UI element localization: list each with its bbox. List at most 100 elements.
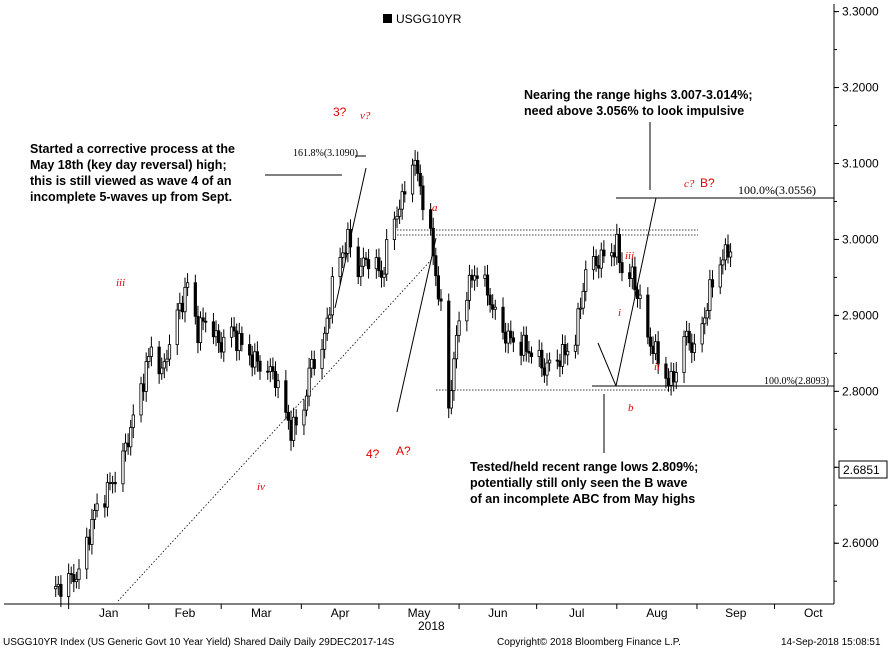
wave-label-v: v? — [360, 110, 371, 122]
candle-body — [718, 264, 722, 288]
candle-body — [377, 257, 381, 272]
candle-body — [346, 229, 350, 254]
candle-body — [113, 481, 117, 485]
candle-body — [341, 252, 345, 258]
candle-body — [656, 341, 660, 365]
candle-body — [129, 427, 133, 448]
candle-body — [121, 450, 125, 485]
candle-body — [356, 246, 360, 278]
candle-body — [286, 411, 291, 421]
candle-body — [728, 251, 733, 258]
candle-body — [320, 348, 324, 369]
candle-body — [524, 334, 528, 352]
y-tick-label: 3.2000 — [842, 81, 879, 95]
candle-body — [175, 309, 179, 346]
candle-body — [110, 481, 115, 484]
candle-body — [669, 371, 673, 386]
candle-body — [584, 269, 588, 292]
candle-body — [635, 289, 640, 299]
candle-body — [558, 360, 562, 367]
candle-body — [268, 366, 272, 372]
wave-line-b-down — [597, 342, 617, 387]
legend-text: USGG10YR — [396, 12, 462, 26]
candle-body — [85, 536, 89, 570]
candle-body — [537, 349, 541, 357]
wave-label-c: c? — [684, 178, 695, 190]
candle-body — [201, 317, 205, 322]
candle-body — [240, 333, 244, 345]
candle-body — [366, 259, 371, 270]
candle-body — [90, 519, 94, 545]
candle-body — [211, 321, 216, 338]
candle-body — [162, 361, 166, 369]
candle-body — [690, 342, 694, 353]
candle-body — [126, 442, 130, 448]
last-value-label: 2.6851 — [843, 463, 880, 477]
candle-body — [266, 370, 270, 373]
note-bottom-right-line-1: Tested/held recent range lows 2.809%; — [470, 460, 698, 474]
x-tick-label: Aug — [646, 606, 667, 620]
note-bottom-right-line-2: potentially still only seen the B wave — [470, 476, 687, 490]
candle-body — [573, 344, 578, 352]
candle-body — [77, 568, 81, 580]
fib-top-label: 161.8%(3.1090) — [293, 148, 358, 159]
candle-body — [325, 317, 329, 334]
candle-body — [687, 330, 691, 344]
candle-body — [323, 332, 327, 350]
note-bottom-right-line-3: of an incomplete ABC from May highs — [470, 492, 695, 506]
candle-body — [591, 256, 596, 271]
candle-body — [310, 359, 314, 369]
candle-body — [87, 536, 91, 545]
candle-body — [504, 331, 508, 344]
candle-body — [488, 294, 492, 306]
candle-body — [646, 294, 650, 338]
candle-body — [398, 208, 402, 217]
candle-body — [602, 249, 606, 257]
candle-body — [67, 573, 71, 597]
candle-body — [449, 390, 453, 409]
wave-line-a-down — [396, 237, 437, 413]
candle-body — [273, 371, 278, 389]
candle-body — [542, 367, 547, 376]
candle-body — [250, 354, 254, 368]
wave-label-i: i — [618, 307, 621, 319]
candle-body — [219, 342, 223, 353]
candle-body — [529, 352, 534, 357]
candle-body — [307, 367, 311, 397]
y-tick-label: 2.6000 — [842, 536, 879, 550]
candle-body — [193, 282, 197, 317]
candle-body — [615, 233, 619, 258]
candle-body — [628, 272, 632, 280]
candle-body — [457, 320, 461, 336]
fib-lower-label: 100.0%(2.8093) — [764, 376, 829, 387]
candle-body — [431, 227, 435, 257]
note-top-right-line-2: need above 3.056% to look impulsive — [524, 104, 744, 118]
footer-center: Copyright© 2018 Bloomberg Finance L.P. — [497, 637, 681, 648]
candle-body — [403, 191, 407, 195]
wave-label-a: a — [432, 202, 438, 214]
candle-body — [328, 314, 332, 319]
legend-swatch — [383, 14, 392, 23]
wave-label-iv: iv — [257, 481, 265, 493]
candle-body — [651, 345, 655, 355]
note-left-line-4: incomplete 5-waves up from Sept. — [30, 190, 232, 204]
candle-body — [183, 286, 187, 313]
candle-body — [436, 275, 440, 300]
candle-body — [470, 274, 474, 281]
y-tick-label: 2.9000 — [842, 308, 879, 322]
footer-right: 14-Sep-2018 15:08:51 — [781, 637, 881, 648]
wave-label-b: b — [628, 402, 634, 414]
x-tick-label: Feb — [175, 606, 196, 620]
y-tick-label: 3.3000 — [842, 5, 879, 19]
candle-body — [54, 586, 58, 590]
candle-body — [682, 336, 686, 373]
candle-body — [434, 255, 438, 277]
candle-body — [726, 244, 730, 258]
candle-body — [576, 308, 580, 346]
candle-body — [506, 330, 510, 344]
wave-label-ii: ii — [654, 361, 660, 373]
candle-body — [108, 482, 112, 485]
candle-body — [545, 362, 549, 376]
candle-body — [429, 209, 433, 229]
